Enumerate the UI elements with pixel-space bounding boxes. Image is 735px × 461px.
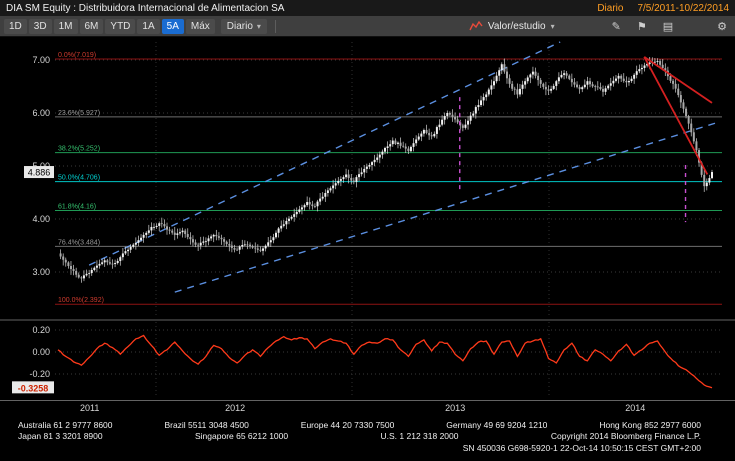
footer-line1: Australia 61 2 9777 8600 Brazil 5511 3048…	[18, 420, 701, 431]
settings-icon[interactable]: ⚙	[717, 19, 727, 33]
footer-contact-segment: U.S. 1 212 318 2000	[380, 431, 459, 441]
trend-channel	[88, 41, 720, 293]
svg-text:0.20: 0.20	[32, 325, 50, 335]
event-markers	[459, 97, 687, 223]
period-button-ytd[interactable]: YTD	[105, 18, 136, 34]
svg-text:76.4%(3.484): 76.4%(3.484)	[58, 239, 100, 246]
study-button[interactable]: Valor/estudio ▾	[469, 20, 555, 32]
period-button-5a[interactable]: 5A	[161, 18, 184, 34]
period-button-máx[interactable]: Máx	[185, 18, 215, 34]
news-icon[interactable]: ▤	[662, 19, 674, 33]
svg-text:100.0%(2.392): 100.0%(2.392)	[58, 297, 104, 304]
titlebar-right: Diario 7/5/2011-10/22/2014	[583, 3, 729, 14]
period-button-1a[interactable]: 1A	[137, 18, 160, 34]
footer-contact-segment: Australia 61 2 9777 8600	[18, 420, 113, 430]
frequency-dropdown[interactable]: Diario ▾	[220, 18, 267, 34]
svg-text:0.00: 0.00	[32, 347, 50, 357]
footer-contact-segment: Brazil 5511 3048 4500	[164, 420, 249, 430]
footer-contact-segment: Hong Kong 852 2977 6000	[599, 420, 701, 430]
titlebar-date-range: 7/5/2011-10/22/2014	[637, 2, 729, 14]
svg-text:3.00: 3.00	[32, 267, 50, 277]
svg-text:-0.20: -0.20	[29, 369, 50, 379]
chart-toolbar: 1D 3D 1M 6M YTD 1A 5A Máx Diario ▾ Valor/estudi…	[0, 16, 735, 37]
footer-terminal-info: SN 450036 G698-5920-1 22-Oct-14 10:50:15…	[462, 443, 701, 453]
svg-text:4.00: 4.00	[32, 214, 50, 224]
security-title: DIA SM Equity : Distribuidora Internacio…	[6, 2, 285, 14]
toolbar-separator	[274, 19, 276, 33]
svg-text:2012: 2012	[225, 403, 245, 413]
footer-contact-segment: Copyright 2014 Bloomberg Finance L.P.	[550, 431, 701, 441]
footer-line2: Japan 81 3 3201 8900 Singapore 65 6212 10…	[18, 431, 701, 442]
chart-area[interactable]: 0.0%(7.019) 23.6%(5.927) 38.2%(5.252) 50.0%…	[0, 37, 735, 417]
svg-text:2013: 2013	[445, 403, 465, 413]
svg-text:50.0%(4.706): 50.0%(4.706)	[58, 175, 100, 182]
svg-text:61.8%(4.16): 61.8%(4.16)	[58, 204, 96, 211]
svg-text:4.886: 4.886	[28, 168, 51, 178]
footer-contact-segment: Singapore 65 6212 1000	[195, 431, 289, 441]
svg-text:6.00: 6.00	[32, 108, 50, 118]
svg-text:23.6%(5.927): 23.6%(5.927)	[58, 110, 100, 117]
last-price-badge: 4.886	[24, 166, 54, 179]
chevron-down-icon: ▾	[550, 21, 555, 31]
period-button-1m[interactable]: 1M	[53, 18, 78, 34]
svg-text:38.2%(5.252): 38.2%(5.252)	[58, 146, 100, 153]
line-chart-icon	[469, 20, 483, 30]
footer-contact-segment: Europe 44 20 7330 7500	[300, 420, 395, 430]
svg-text:5.00: 5.00	[32, 161, 50, 171]
svg-text:2011: 2011	[80, 403, 99, 413]
footer-contact-segment: Japan 81 3 3201 8900	[18, 431, 103, 441]
flag-icon[interactable]: ⚑	[636, 19, 647, 33]
titlebar: DIA SM Equity : Distribuidora Internacio…	[0, 0, 735, 16]
oscillator-value-badge: -0.3258	[12, 381, 54, 394]
frequency-dropdown-label: Diario	[226, 20, 253, 32]
period-button-6m[interactable]: 6M	[79, 18, 104, 34]
candlestick-chart[interactable]: 0.0%(7.019) 23.6%(5.927) 38.2%(5.252) 50.0%…	[0, 37, 735, 417]
svg-text:-0.3258: -0.3258	[18, 383, 49, 393]
oscillator-line	[57, 334, 713, 389]
annotate-icon[interactable]: ✎	[611, 19, 621, 33]
period-buttons: 1D 3D 1M 6M YTD 1A 5A Máx	[4, 18, 215, 34]
svg-text:2014: 2014	[625, 403, 645, 413]
chart-background	[0, 37, 735, 417]
candles	[59, 56, 713, 283]
footer: Australia 61 2 9777 8600 Brazil 5511 3048…	[0, 417, 735, 454]
period-button-3d[interactable]: 3D	[28, 18, 52, 34]
svg-text:7.00: 7.00	[32, 55, 50, 65]
fibonacci-levels: 0.0%(7.019) 23.6%(5.927) 38.2%(5.252) 50.0%…	[55, 52, 722, 305]
chevron-down-icon: ▾	[256, 21, 261, 31]
axis-labels: 7.00 6.00 5.00 4.00 3.00 0.20 0.00 -0.20 2011 201…	[29, 55, 645, 413]
trend-lines[interactable]	[643, 56, 713, 175]
svg-text:0.0%(7.019): 0.0%(7.019)	[58, 52, 96, 59]
titlebar-frequency: Diario	[597, 2, 624, 14]
study-button-label: Valor/estudio	[487, 20, 546, 32]
footer-contact-segment: Germany 49 69 9204 1210	[446, 420, 548, 430]
period-button-1d[interactable]: 1D	[4, 18, 27, 34]
